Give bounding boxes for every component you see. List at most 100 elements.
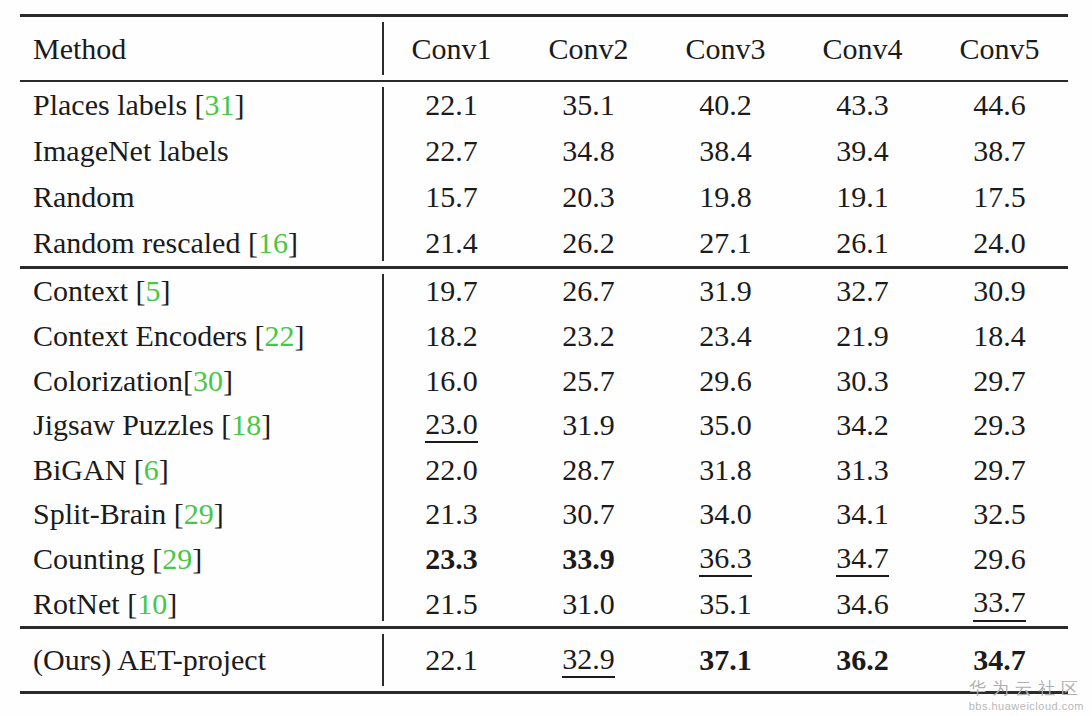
vertical-divider [382, 87, 384, 261]
method-cell: Counting [29] [20, 542, 383, 576]
value-cell: 30.9 [931, 274, 1068, 308]
value-text: 26.2 [562, 226, 615, 259]
value-cell: 30.3 [794, 364, 931, 398]
value-cell: 31.8 [657, 453, 794, 487]
value-cell: 18.2 [383, 319, 520, 353]
method-text: RotNet [ [33, 587, 137, 620]
table-row: Random rescaled [16]21.426.227.126.124.0 [20, 220, 1068, 266]
value-cell: 37.1 [657, 643, 794, 677]
value-cell: 23.0 [383, 407, 520, 444]
value-cell: 33.7 [931, 585, 1068, 622]
method-text: ] [214, 497, 224, 530]
value-cell: 33.9 [520, 542, 657, 576]
citation-number: 10 [137, 587, 167, 620]
value-cell: 29.6 [657, 364, 794, 398]
value-cell: 31.0 [520, 587, 657, 621]
method-text: ] [235, 88, 245, 121]
citation-number: 16 [258, 226, 288, 259]
table-row: ImageNet labels22.734.838.439.438.7 [20, 128, 1068, 174]
value-cell: 15.7 [383, 180, 520, 214]
value-cell: 32.9 [520, 642, 657, 679]
value-cell: 34.6 [794, 587, 931, 621]
value-text: 19.7 [425, 274, 478, 307]
method-text: ImageNet labels [33, 134, 229, 167]
value-text: 34.7 [836, 542, 889, 578]
value-cell: 35.1 [520, 88, 657, 122]
value-text: 35.0 [699, 408, 752, 441]
value-text: 44.6 [973, 88, 1026, 121]
value-text: 21.9 [836, 319, 889, 352]
table-row: Counting [29]23.333.936.334.729.6 [20, 537, 1068, 582]
value-text: 27.1 [699, 226, 752, 259]
table-row: Jigsaw Puzzles [18]23.031.935.034.229.3 [20, 403, 1068, 448]
value-text: 32.7 [836, 274, 889, 307]
value-text: 29.7 [973, 364, 1026, 397]
value-cell: 23.3 [383, 542, 520, 576]
method-text: ] [159, 453, 169, 486]
citation-number: 5 [146, 274, 161, 307]
value-cell: 31.3 [794, 453, 931, 487]
value-text: 18.2 [425, 319, 478, 352]
value-cell: 34.7 [931, 643, 1068, 677]
value-cell: 22.1 [383, 643, 520, 677]
value-text: 30.9 [973, 274, 1026, 307]
value-cell: 29.6 [931, 542, 1068, 576]
value-text: 34.8 [562, 134, 615, 167]
value-text: 31.0 [562, 587, 615, 620]
table-header-section: Method Conv1 Conv2 Conv3 Conv4 Conv5 [20, 17, 1068, 80]
value-text: 22.7 [425, 134, 478, 167]
value-cell: 23.2 [520, 319, 657, 353]
citation-number: 29 [162, 542, 192, 575]
value-text: 31.8 [699, 453, 752, 486]
vertical-divider [382, 22, 384, 75]
value-cell: 22.1 [383, 88, 520, 122]
method-text: ] [192, 542, 202, 575]
table-row: BiGAN [6]22.028.731.831.329.7 [20, 448, 1068, 493]
table-body: Places labels [31]22.135.140.243.344.6Im… [20, 82, 1068, 694]
method-cell: Context [5] [20, 274, 383, 308]
value-text: 31.9 [699, 274, 752, 307]
table-row: Colorization[30] 16.0 25.729.630.3 29.7 [20, 358, 1068, 403]
value-cell: 43.3 [794, 88, 931, 122]
method-text: ] [288, 226, 298, 259]
watermark: 华为云社区 bbs.huaweicloud.com [969, 679, 1084, 713]
table-row: Random15.720.319.819.117.5 [20, 174, 1068, 220]
value-cell: 38.4 [657, 134, 794, 168]
value-cell: 25.7 [520, 364, 657, 398]
value-cell: 20.3 [520, 180, 657, 214]
value-cell: 21.5 [383, 587, 520, 621]
value-cell: 21.4 [383, 226, 520, 260]
value-cell: 34.2 [794, 408, 931, 442]
value-text: 22.0 [425, 453, 478, 486]
value-cell: 19.1 [794, 180, 931, 214]
horizontal-rule [20, 691, 1068, 694]
value-text: 23.3 [425, 542, 478, 575]
value-text: 21.4 [425, 226, 478, 259]
value-cell: 21.3 [383, 497, 520, 531]
results-table: Method Conv1 Conv2 Conv3 Conv4 Conv5 Pla… [20, 14, 1068, 694]
method-text: Jigsaw Puzzles [ [33, 408, 231, 441]
watermark-title: 华为云社区 [969, 679, 1084, 699]
value-text: 38.7 [973, 134, 1026, 167]
method-cell: Random rescaled [16] [20, 226, 383, 260]
value-cell: 26.1 [794, 226, 931, 260]
column-header-conv4: Conv4 [794, 32, 931, 66]
value-cell: 29.7 [931, 453, 1068, 487]
vertical-divider [382, 274, 384, 621]
value-text: 19.1 [836, 180, 889, 213]
method-text: Context Encoders [ [33, 319, 265, 352]
value-cell: 23.4 [657, 319, 794, 353]
method-cell: Colorization[30] [20, 364, 383, 398]
value-cell: 22.7 [383, 134, 520, 168]
value-text: 38.4 [699, 134, 752, 167]
value-text: 37.1 [699, 643, 752, 676]
value-cell: 34.7 [794, 541, 931, 578]
table-row: RotNet [10]21.531.035.134.633.7 [20, 581, 1068, 626]
value-text: 36.2 [836, 643, 889, 676]
value-text: 23.2 [562, 319, 615, 352]
value-text: 32.5 [973, 497, 1026, 530]
value-text: 31.9 [562, 408, 615, 441]
method-text: Random rescaled [ [33, 226, 258, 259]
method-cell: RotNet [10] [20, 587, 383, 621]
value-text: 16.0 [425, 364, 478, 397]
